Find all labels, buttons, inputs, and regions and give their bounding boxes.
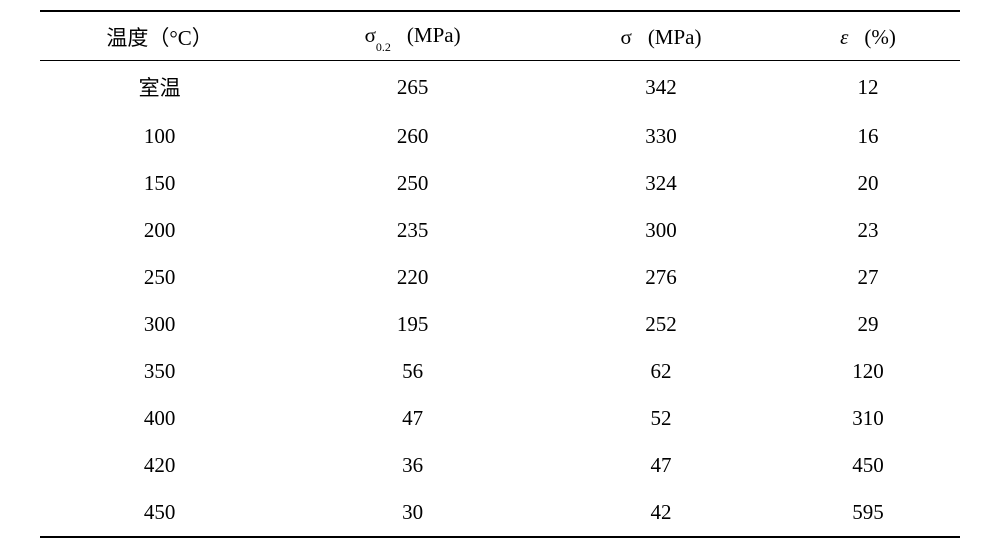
table-row: 300 195 252 29 [40,301,960,348]
cell-eps: 595 [776,489,960,537]
table-row: 150 250 324 20 [40,160,960,207]
cell-sigma02: 235 [279,207,546,254]
table-row: 200 235 300 23 [40,207,960,254]
cell-eps: 12 [776,61,960,114]
cell-temp: 150 [40,160,279,207]
cell-temp: 420 [40,442,279,489]
cell-eps: 20 [776,160,960,207]
table-row: 100 260 330 16 [40,113,960,160]
table-row: 250 220 276 27 [40,254,960,301]
col-header-temperature: 温度（°C） [40,11,279,61]
cell-sigma: 324 [546,160,776,207]
table-row: 350 56 62 120 [40,348,960,395]
cell-eps: 120 [776,348,960,395]
cell-sigma02: 220 [279,254,546,301]
header-eps-symbol: ε [840,25,848,49]
cell-sigma02: 47 [279,395,546,442]
cell-sigma02: 56 [279,348,546,395]
material-properties-table: 温度（°C） σ0.2(MPa) σ(MPa) ε(%) 室温 265 342 … [40,10,960,538]
header-sigma02-subscript: 0.2 [376,40,391,54]
table-row: 420 36 47 450 [40,442,960,489]
cell-sigma02: 36 [279,442,546,489]
cell-eps: 450 [776,442,960,489]
col-header-sigma02: σ0.2 (MPa) [279,11,546,61]
table-body: 室温 265 342 12 100 260 330 16 150 250 324… [40,61,960,538]
cell-eps: 27 [776,254,960,301]
cell-eps: 29 [776,301,960,348]
cell-eps: 16 [776,113,960,160]
cell-temp: 400 [40,395,279,442]
cell-sigma02: 260 [279,113,546,160]
cell-temp: 300 [40,301,279,348]
table-row: 室温 265 342 12 [40,61,960,114]
cell-sigma: 62 [546,348,776,395]
header-sigma02-unit: (MPa) [407,23,461,47]
cell-sigma: 47 [546,442,776,489]
cell-sigma: 276 [546,254,776,301]
cell-temp: 室温 [40,61,279,114]
header-sigma-symbol: σ [620,25,631,49]
header-temp-prefix: 温度（° [106,26,177,50]
header-temp-suffix: C） [178,26,213,50]
cell-sigma: 42 [546,489,776,537]
cell-sigma02: 265 [279,61,546,114]
cell-sigma02: 30 [279,489,546,537]
cell-sigma: 342 [546,61,776,114]
header-eps-unit: (%) [864,25,895,49]
header-sigma-unit: (MPa) [648,25,702,49]
data-table-container: 温度（°C） σ0.2(MPa) σ(MPa) ε(%) 室温 265 342 … [40,10,960,538]
table-row: 450 30 42 595 [40,489,960,537]
cell-eps: 23 [776,207,960,254]
cell-sigma02: 195 [279,301,546,348]
cell-sigma02: 250 [279,160,546,207]
cell-temp: 350 [40,348,279,395]
col-header-sigma: σ (MPa) [546,11,776,61]
cell-sigma: 252 [546,301,776,348]
cell-sigma: 300 [546,207,776,254]
cell-temp: 450 [40,489,279,537]
cell-temp: 250 [40,254,279,301]
table-row: 400 47 52 310 [40,395,960,442]
cell-temp: 200 [40,207,279,254]
cell-sigma: 330 [546,113,776,160]
cell-temp: 100 [40,113,279,160]
col-header-eps: ε (%) [776,11,960,61]
table-header-row: 温度（°C） σ0.2(MPa) σ(MPa) ε(%) [40,11,960,61]
cell-sigma: 52 [546,395,776,442]
header-sigma02-symbol: σ [365,23,376,47]
cell-eps: 310 [776,395,960,442]
